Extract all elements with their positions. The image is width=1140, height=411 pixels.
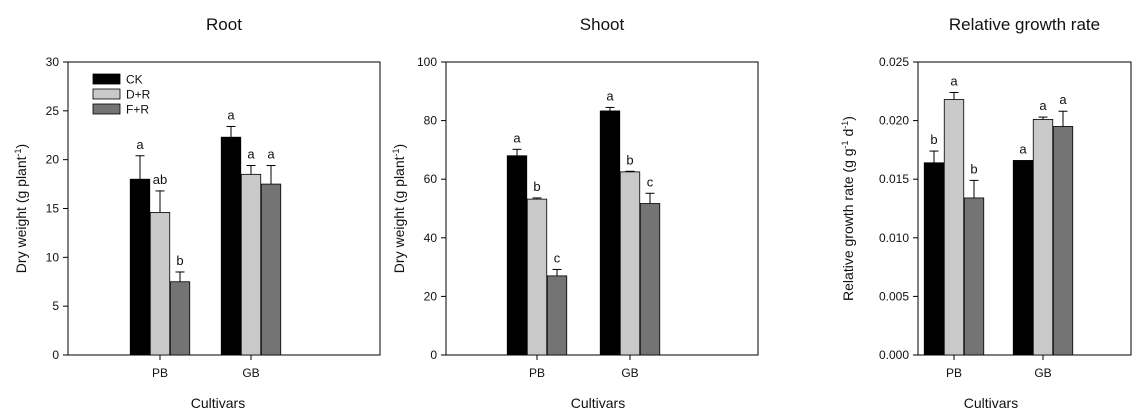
y-tick-label: 80 [424,114,438,128]
significance-label: a [1019,141,1027,156]
bar-fplusr-gb [639,203,661,356]
x-tick-label: GB [1034,366,1051,380]
y-tick-label: 0.020 [879,114,909,128]
significance-label: a [1039,98,1047,113]
x-tick-label: PB [529,366,545,380]
significance-label: a [950,73,958,88]
x-tick-label: GB [242,366,259,380]
legend-label: D+R [126,88,151,102]
y-tick-label: 5 [52,299,59,313]
bar-dplusr-pb [526,198,548,356]
legend-swatch [92,88,121,100]
bar-fplusr-gb [1052,126,1074,356]
x-axis-label: Cultivars [191,395,245,411]
y-tick-label: 0 [430,348,437,362]
significance-label: b [533,179,540,194]
y-tick-label: 20 [424,289,438,303]
x-tick-label: PB [946,366,962,380]
bar-dplusr-pb [943,99,965,356]
bar-dplusr-pb [149,212,171,356]
significance-label: a [1059,92,1067,107]
bar-dplusr-gb [619,171,641,356]
legend-swatch [92,73,121,85]
legend-label: F+R [126,103,149,117]
y-tick-label: 10 [46,250,60,264]
x-axis-label: Cultivars [964,395,1018,411]
bar-dplusr-gb [240,173,262,356]
chart-panel-2: Shoot 0 20 40 60 80 100 Dry weight (g plant-1) C… [391,15,759,411]
y-tick-label: 0.005 [879,289,909,303]
y-tick-label: 100 [417,55,437,69]
significance-label: a [136,137,144,152]
y-tick-label: 25 [46,104,60,118]
y-axis-label: Dry weight (g plant-1) [13,144,29,273]
significance-label: c [554,250,561,265]
bar-ck-gb [599,110,621,356]
significance-label: c [647,174,654,189]
bar-ck-pb [923,162,945,356]
significance-label: a [227,107,235,122]
legend-swatch [92,103,121,115]
x-tick-label: GB [621,366,638,380]
bar-fplusr-pb [169,281,191,356]
significance-label: a [267,147,275,162]
y-tick-label: 0 [52,348,59,362]
y-axis-label: Relative growth rate (g g-1 d-1) [840,116,856,301]
x-axis-label: Cultivars [571,395,625,411]
y-tick-label: 0.015 [879,172,909,186]
significance-label: b [970,161,977,176]
significance-label: a [606,88,614,103]
y-tick-label: 0.025 [879,55,909,69]
y-tick-label: 15 [46,202,60,216]
bar-fplusr-pb [546,275,568,356]
significance-label: b [626,152,633,167]
y-tick-label: 0.010 [879,231,909,245]
x-tick-label: PB [152,366,168,380]
significance-label: b [930,132,937,147]
chart-panel-3: Relative growth rate 0.000 0.005 0.010 0.015… [840,15,1132,411]
bar-ck-gb [1012,160,1034,356]
bar-fplusr-pb [963,197,985,356]
legend: CKD+RF+R [92,73,151,117]
significance-label: a [247,147,255,162]
bar-ck-gb [220,136,242,356]
y-tick-label: 60 [424,172,438,186]
chart-panel-1: Root 0 5 10 15 20 25 30 Dry weight (g plant-1) Cu… [13,15,381,411]
bar-dplusr-gb [1032,119,1054,356]
bar-ck-pb [129,178,151,356]
chart-title: Shoot [580,15,625,34]
legend-label: CK [126,73,143,87]
y-axis-label: Dry weight (g plant-1) [391,144,407,273]
y-tick-label: 20 [46,153,60,167]
chart-title: Root [206,15,242,34]
y-tick-label: 30 [46,55,60,69]
significance-label: b [176,253,183,268]
chart-title: Relative growth rate [949,15,1100,34]
bar-ck-pb [506,155,528,356]
significance-label: a [513,130,521,145]
y-tick-label: 0.000 [879,348,909,362]
y-tick-label: 40 [424,231,438,245]
significance-label: ab [153,172,167,187]
bar-fplusr-gb [260,183,282,356]
